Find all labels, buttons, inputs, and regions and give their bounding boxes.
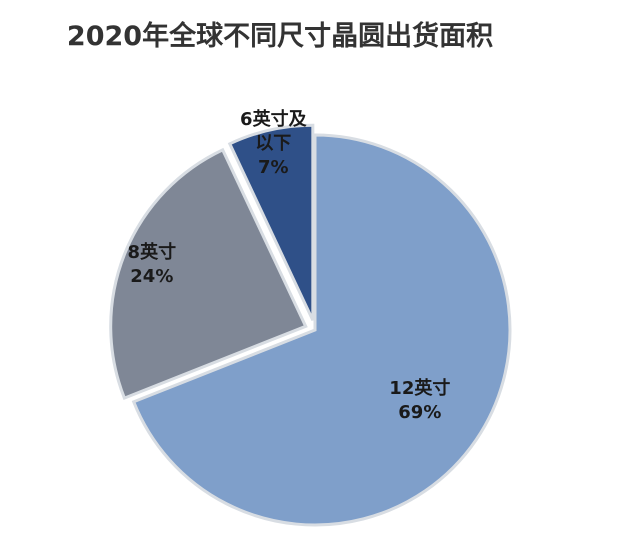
- slice-value: 69%: [398, 402, 442, 424]
- pie-slice: [131, 133, 512, 527]
- slice-label: 12英寸 69%: [389, 377, 450, 425]
- pie-slice: [109, 147, 308, 401]
- chart-title: 2020年全球不同尺寸晶圆出货面积: [66, 21, 494, 52]
- slice-name: 12英寸: [389, 378, 451, 400]
- pie-slice: [227, 123, 315, 321]
- slice-name: 8英寸: [127, 242, 177, 264]
- slice-name: 6英寸及以下: [240, 108, 307, 154]
- slice-label: 8英寸 24%: [128, 241, 177, 289]
- slice-value: 7%: [258, 156, 289, 178]
- slice-value: 24%: [130, 266, 174, 288]
- slice-label: 6英寸及以下 7%: [237, 108, 309, 180]
